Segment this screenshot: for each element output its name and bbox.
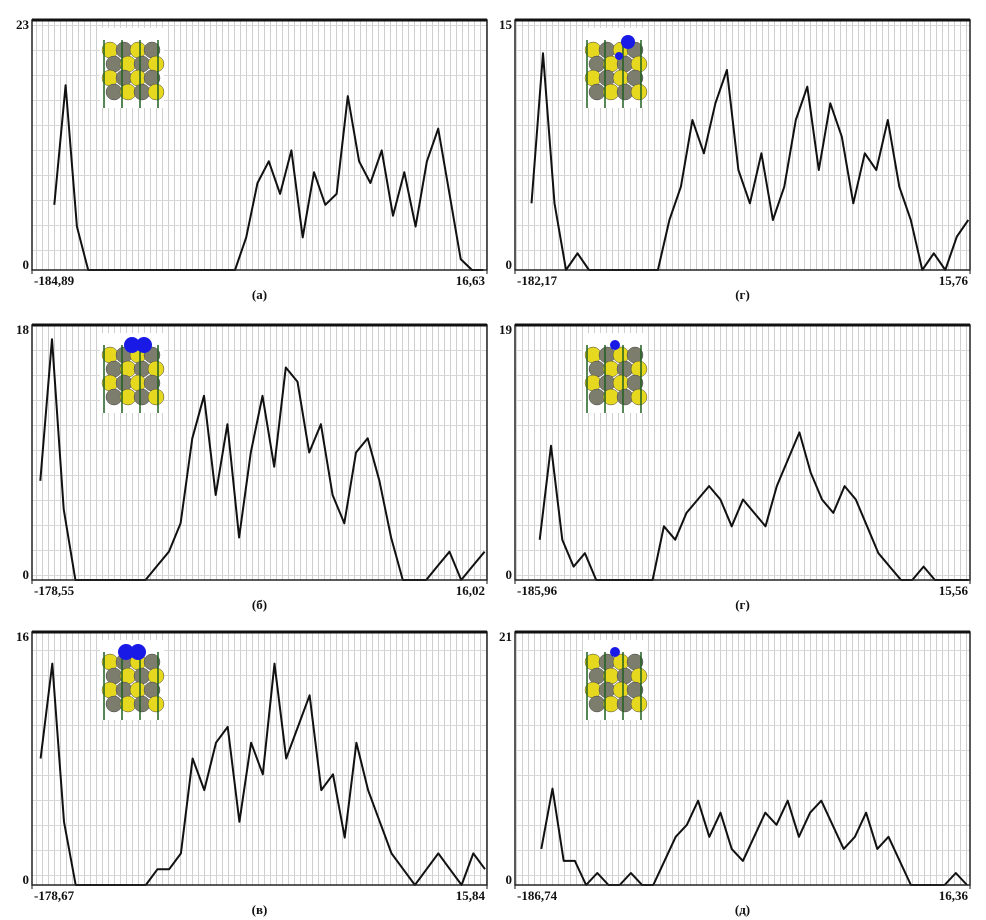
atom [130,70,146,86]
atom [106,361,122,377]
atom [134,361,150,377]
atom [130,375,146,391]
adsorbate [621,35,635,49]
atom [617,361,633,377]
atom [617,696,633,712]
atom [116,70,132,86]
y-tick-label: 18 [16,322,30,337]
y-tick-label: 0 [506,567,513,582]
y-tick-label: 0 [506,872,513,887]
atom [617,84,633,100]
atom [589,361,605,377]
atom [613,375,629,391]
x-tick-label: -185,96 [517,583,558,598]
x-tick-label: 16,02 [456,583,485,598]
atom [631,361,647,377]
x-tick-label: 15,56 [939,583,969,598]
panel-caption: (г) [735,597,750,612]
atom [116,682,132,698]
adsorbate [610,647,620,657]
x-tick-label: 16,36 [939,888,969,903]
atom [599,42,615,58]
atom [599,70,615,86]
atom [613,70,629,86]
atom [148,389,164,405]
y-tick-label: 0 [23,872,30,887]
panel-caption: (г) [735,287,750,302]
atom [599,654,615,670]
atom [631,56,647,72]
panel-caption: (а) [252,287,267,302]
atom [148,56,164,72]
inset-structure [100,640,164,720]
atom [599,375,615,391]
y-tick-label: 0 [23,567,30,582]
atom [613,682,629,698]
atom [617,389,633,405]
atom [106,84,122,100]
inset-structure [100,28,164,108]
adsorbate [615,52,623,60]
atom [130,42,146,58]
x-tick-label: 15,76 [939,273,969,288]
x-tick-label: -178,55 [34,583,75,598]
inset-structure [583,640,647,720]
atom [130,682,146,698]
panel-caption: (б) [252,597,267,612]
atom [134,56,150,72]
y-tick-label: 0 [506,257,513,272]
atom [116,375,132,391]
y-tick-label: 23 [16,17,30,32]
atom [631,389,647,405]
y-tick-label: 19 [499,322,513,337]
y-tick-label: 16 [16,629,30,644]
x-tick-label: -184,89 [34,273,75,288]
atom [589,56,605,72]
atom [134,696,150,712]
inset-structure [583,333,647,413]
atom [148,668,164,684]
x-tick-label: -186,74 [517,888,558,903]
y-tick-label: 21 [499,629,512,644]
atom [589,668,605,684]
atom [148,361,164,377]
atom [599,682,615,698]
inset-structure [583,28,647,108]
adsorbate [610,340,620,350]
adsorbate [130,644,146,660]
atom [148,696,164,712]
x-tick-label: 16,63 [456,273,486,288]
atom [589,696,605,712]
atom [106,668,122,684]
atom [106,389,122,405]
atom [134,389,150,405]
x-tick-label: 15,84 [456,888,486,903]
panel-caption: (д) [735,902,750,917]
x-tick-label: -182,17 [517,273,558,288]
atom [631,84,647,100]
atom [134,668,150,684]
y-tick-label: 15 [499,17,513,32]
atom [617,668,633,684]
inset-structure [100,333,164,413]
atom [631,696,647,712]
x-tick-label: -178,67 [34,888,75,903]
atom [148,84,164,100]
adsorbate [136,337,152,353]
atom [589,389,605,405]
atom [106,696,122,712]
atom [116,42,132,58]
y-tick-label: 0 [23,257,30,272]
atom [631,668,647,684]
atom [134,84,150,100]
atom [106,56,122,72]
atom [599,347,615,363]
panel-caption: (в) [252,902,268,917]
figure: 0 23 -184,89 16,63 (а) 0 15 -182,17 15,76 (г) 0 18 -… [0,0,986,920]
atom [589,84,605,100]
